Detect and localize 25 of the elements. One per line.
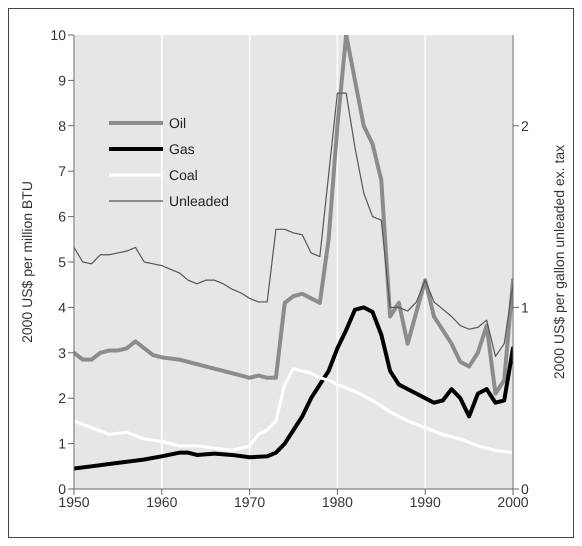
y-tick-label: 7 [58,163,66,180]
y-tick-label: 2 [58,390,66,406]
legend-label: Gas [169,141,195,157]
y-tick-label: 9 [58,72,66,88]
line-series [74,35,513,396]
x-tick-label: 1970 [234,494,266,510]
legend-label: Unleaded [169,193,229,209]
x-tick-label: 1990 [410,494,441,510]
legend-label: Coal [169,167,198,183]
y2-axis-title: 2000 US$ per gallon unleaded ex. tax [550,144,567,380]
y-tick-label: 1 [58,436,66,452]
y-tick-label: 3 [58,344,66,361]
line-series [74,305,513,471]
line-series [74,92,513,358]
y-tick-label: 5 [58,254,66,270]
y2-tick-label: 1 [521,299,529,316]
y-tick-label: 6 [58,208,66,225]
y2-tick-label: 2 [521,118,529,134]
y-axis-title: 2000 US$ per million BTU [18,181,35,343]
y-tick-label: 4 [58,299,66,316]
legend-label: Oil [169,115,186,131]
y-tick-label: 10 [50,26,66,43]
x-tick-label: 1960 [146,494,178,510]
y-tick-label: 8 [58,118,66,134]
x-tick-label: 1980 [322,494,354,510]
